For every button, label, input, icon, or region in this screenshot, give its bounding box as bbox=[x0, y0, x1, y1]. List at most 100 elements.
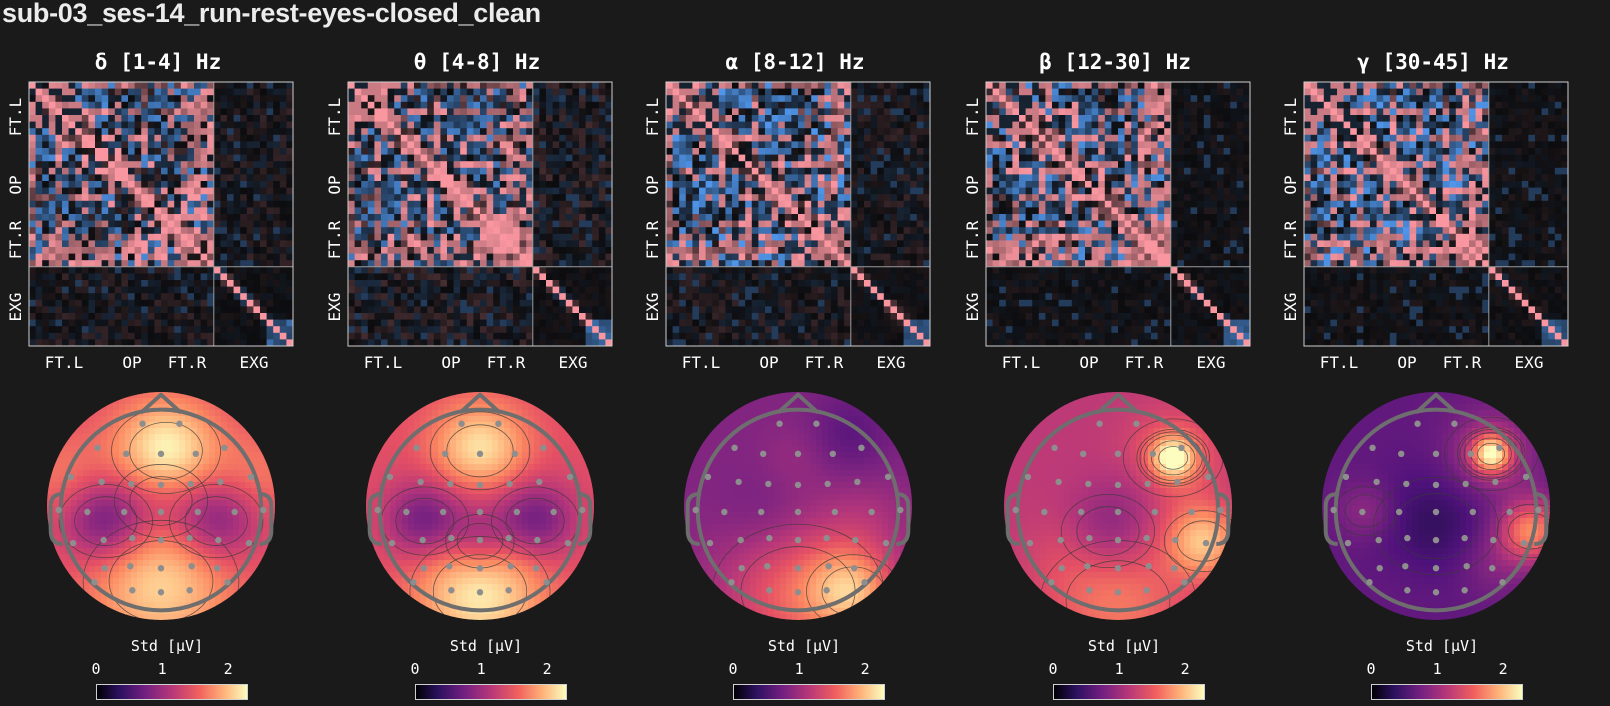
matrix-cell bbox=[167, 247, 175, 254]
matrix-cell bbox=[68, 214, 76, 221]
matrix-cell bbox=[180, 141, 188, 149]
matrix-cell bbox=[666, 326, 673, 334]
matrix-cell bbox=[200, 154, 208, 162]
matrix-cell bbox=[121, 200, 129, 208]
matrix-cell bbox=[572, 220, 580, 228]
matrix-cell bbox=[592, 95, 600, 103]
matrix-cell bbox=[161, 167, 168, 175]
matrix-cell bbox=[108, 187, 116, 195]
matrix-cell bbox=[725, 306, 733, 314]
matrix-cell bbox=[95, 313, 102, 320]
matrix-cell bbox=[732, 115, 739, 122]
matrix-cell bbox=[572, 134, 580, 142]
matrix-cell bbox=[857, 332, 865, 340]
matrix-cell bbox=[791, 115, 799, 122]
matrix-cell bbox=[910, 128, 918, 136]
matrix-cell bbox=[29, 194, 36, 202]
matrix-cell bbox=[480, 306, 487, 314]
sensor-marker bbox=[157, 589, 165, 596]
matrix-cell bbox=[55, 88, 63, 96]
matrix-cell bbox=[877, 128, 885, 136]
matrix-cell bbox=[154, 200, 162, 208]
matrix-cell bbox=[108, 339, 116, 347]
matrix-cell bbox=[679, 161, 687, 169]
matrix-cell bbox=[407, 101, 415, 109]
matrix-cell bbox=[831, 293, 838, 301]
matrix-cell bbox=[180, 121, 188, 129]
matrix-cell bbox=[453, 161, 461, 169]
matrix-cell bbox=[108, 220, 116, 228]
matrix-cell bbox=[672, 207, 680, 215]
matrix-cell bbox=[506, 227, 514, 235]
matrix-cell bbox=[824, 154, 832, 162]
matrix-cell bbox=[167, 181, 175, 188]
matrix-cell bbox=[539, 154, 547, 162]
matrix-cell bbox=[62, 280, 69, 287]
matrix-cell bbox=[154, 319, 162, 327]
matrix-cell bbox=[877, 339, 885, 347]
matrix-cell bbox=[279, 187, 287, 195]
matrix-cell bbox=[260, 253, 267, 261]
matrix-cell bbox=[598, 115, 606, 122]
matrix-cell bbox=[407, 167, 415, 175]
matrix-cell bbox=[811, 280, 819, 287]
matrix-cell bbox=[440, 154, 448, 162]
matrix-cell bbox=[811, 194, 819, 202]
matrix-cell bbox=[420, 220, 428, 228]
matrix-cell bbox=[174, 108, 182, 116]
matrix-cell bbox=[824, 280, 832, 287]
matrix-cell bbox=[187, 214, 195, 221]
matrix-cell bbox=[161, 187, 168, 195]
matrix-cell bbox=[161, 174, 168, 182]
matrix-cell bbox=[804, 167, 812, 175]
matrix-cell bbox=[798, 128, 805, 136]
matrix-cell bbox=[433, 306, 441, 314]
matrix-cell bbox=[174, 167, 182, 175]
matrix-cell bbox=[598, 233, 606, 241]
matrix-cell bbox=[174, 88, 182, 96]
matrix-cell bbox=[565, 227, 573, 235]
colorbar-tick-label: 2 bbox=[223, 660, 233, 678]
matrix-cell bbox=[738, 95, 746, 103]
matrix-cell bbox=[745, 95, 753, 103]
matrix-cell bbox=[420, 148, 428, 155]
matrix-cell bbox=[75, 207, 83, 215]
matrix-cell bbox=[758, 233, 766, 241]
matrix-cell bbox=[161, 95, 168, 103]
matrix-cell bbox=[387, 253, 395, 261]
matrix-cell bbox=[460, 95, 468, 103]
matrix-cell bbox=[29, 220, 36, 228]
matrix-cell bbox=[187, 115, 195, 122]
matrix-cell bbox=[824, 332, 832, 340]
matrix-cell bbox=[273, 266, 281, 274]
matrix-cell bbox=[679, 233, 687, 241]
matrix-cell bbox=[374, 101, 382, 109]
matrix-cell bbox=[227, 247, 234, 254]
matrix-cell bbox=[705, 207, 713, 215]
matrix-cell bbox=[791, 313, 799, 320]
matrix-cell bbox=[174, 260, 182, 268]
matrix-cell bbox=[758, 319, 766, 327]
matrix-cell bbox=[55, 247, 63, 254]
matrix-cell bbox=[42, 286, 50, 294]
matrix-cell bbox=[745, 101, 753, 109]
matrix-cell bbox=[253, 220, 261, 228]
matrix-cell bbox=[194, 187, 201, 195]
matrix-cell bbox=[850, 313, 858, 320]
matrix-cell bbox=[804, 220, 812, 228]
matrix-cell bbox=[167, 187, 175, 195]
matrix-cell bbox=[552, 240, 560, 248]
matrix-cell bbox=[679, 240, 687, 248]
matrix-cell bbox=[367, 293, 375, 301]
matrix-cell bbox=[246, 101, 254, 109]
matrix-cell bbox=[167, 299, 175, 307]
matrix-cell bbox=[738, 128, 746, 136]
matrix-cell bbox=[348, 240, 355, 248]
matrix-cell bbox=[55, 306, 63, 314]
matrix-cell bbox=[679, 101, 687, 109]
matrix-cell bbox=[88, 134, 96, 142]
matrix-cell bbox=[273, 227, 281, 235]
matrix-cell bbox=[220, 187, 228, 195]
matrix-cell bbox=[831, 181, 838, 188]
matrix-cell bbox=[732, 207, 739, 215]
